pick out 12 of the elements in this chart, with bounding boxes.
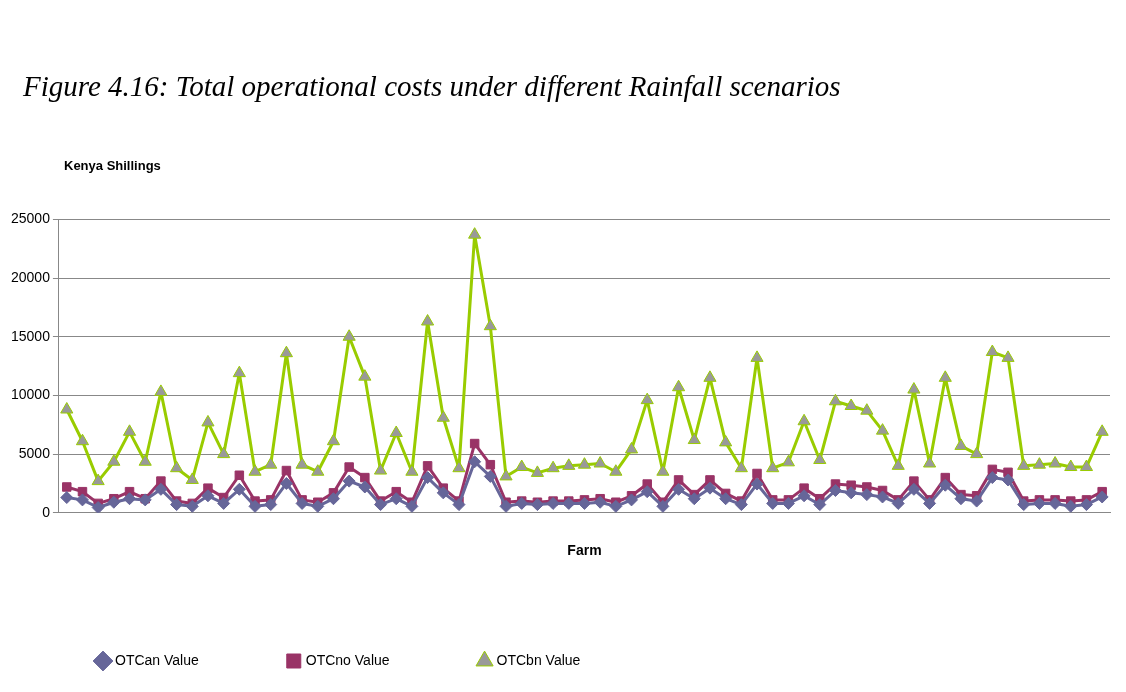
y-tick-label: 10000 [10, 386, 51, 403]
y-axis-title: Kenya Shillings [64, 158, 161, 173]
legend-label: OTCbn Value [496, 651, 581, 668]
y-tick-label: 20000 [10, 268, 51, 285]
y-tick-label: 25000 [10, 210, 51, 227]
y-tick-label: 5000 [18, 444, 51, 461]
legend-label: OTCan Value [115, 651, 199, 668]
legend-label: OTCno Value [305, 651, 390, 668]
y-tick-label: 0 [42, 503, 51, 520]
x-axis-title: Farm [567, 542, 602, 559]
chart-title: Figure 4.16: Total operational costs under different Rainfall scenarios [23, 70, 841, 103]
y-tick-label: 15000 [10, 327, 51, 344]
